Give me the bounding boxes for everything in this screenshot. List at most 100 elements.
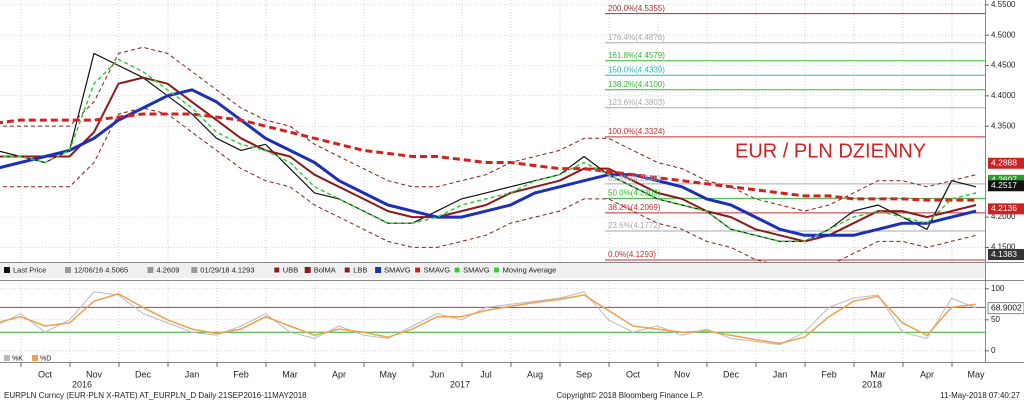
x-tick-label: May <box>379 369 397 379</box>
footer-left: EURPLN Curncy (EUR-PLN X-RATE) AT_EURPLN… <box>4 391 307 400</box>
fib-label: 123.6%(4.3803) <box>608 98 665 107</box>
legend-swatch <box>493 266 501 274</box>
x-tick-label: Dec <box>135 369 152 379</box>
legend-bar <box>0 263 985 278</box>
fib-label: 150.0%(4.4339) <box>608 65 665 74</box>
y-tick-label: 4.2000 <box>991 212 1016 221</box>
price-tag-label: 4.2517 <box>991 180 1017 190</box>
legend-label: 01/29/18 4.1293 <box>200 265 254 274</box>
legend-label: 4.2609 <box>157 265 180 274</box>
legend-swatch <box>4 355 10 361</box>
y-tick-label: 50 <box>991 315 1000 324</box>
year-label: 2018 <box>862 379 882 389</box>
x-tick-label: Mar <box>870 369 886 379</box>
legend-label: %K <box>12 355 23 362</box>
year-label: 2016 <box>72 379 92 389</box>
price-tag-label: 4.1383 <box>991 249 1017 259</box>
series-line <box>0 112 976 202</box>
fib-label: 23.6%(4.1772) <box>608 221 661 230</box>
oscillator-panel <box>0 282 985 362</box>
year-label: 2017 <box>450 379 470 389</box>
fib-label: 176.4%(4.4876) <box>608 33 665 42</box>
x-tick-label: Feb <box>233 369 249 379</box>
x-tick-label: May <box>967 369 985 379</box>
price-tag-label: 68.9002 <box>991 302 1022 312</box>
legend-swatch <box>273 266 281 274</box>
y-tick-label: 100 <box>991 284 1005 293</box>
y-tick-label: 4.4000 <box>991 91 1016 100</box>
fib-label: 161.8%(4.4579) <box>608 51 665 60</box>
fib-label: 61.8%(4.2548) <box>608 174 661 183</box>
price-tag-label: 4.2136 <box>991 203 1017 213</box>
x-tick-label: Dec <box>723 369 740 379</box>
series-line <box>0 88 977 237</box>
legend-label: 12/06/16 4.5065 <box>74 265 128 274</box>
y-tick-label: 4.5000 <box>991 30 1016 39</box>
legend-swatch <box>453 266 461 274</box>
price-tag <box>988 203 1024 215</box>
x-tick-label: Jul <box>480 369 492 379</box>
overlay: 4.5500 4.5000 4.4500 4.4000 4.3500 4.2000 4.15… <box>4 0 1024 389</box>
price-tag <box>987 302 1024 315</box>
fib-label: 50.0%(4.2309) <box>608 188 661 197</box>
legend-label: Last Price <box>13 265 46 274</box>
x-tick-label: Apr <box>920 369 934 379</box>
legend-swatch <box>32 355 38 361</box>
legend-label: Moving Average <box>503 265 557 274</box>
x-tick-label: Aug <box>527 369 543 379</box>
series-line <box>0 58 977 243</box>
series-line <box>0 293 977 345</box>
x-tick-label: Oct <box>38 369 53 379</box>
legend-swatch <box>65 267 71 273</box>
main-panel <box>0 0 985 262</box>
legend-swatch <box>191 267 198 273</box>
fib-label: 200.0%(4.5355) <box>608 4 665 13</box>
x-tick-label: Sep <box>576 369 592 379</box>
x-tick-label: Mar <box>282 369 298 379</box>
series-line <box>0 46 977 212</box>
chart-title: EUR / PLN DZIENNY <box>735 140 926 162</box>
legend-label: SMAVG <box>463 265 490 274</box>
series-line <box>0 76 977 243</box>
legend-label: SMAVG <box>384 265 411 274</box>
footer-right: 11-May-2018 07:40:27 <box>940 391 1020 400</box>
legend-label: LBB <box>353 265 367 274</box>
y-tick-label: 4.1500 <box>991 243 1016 252</box>
price-tag <box>988 249 1024 261</box>
y-tick-label: 4.4500 <box>991 61 1016 70</box>
legend-swatch <box>375 267 382 273</box>
fib-label: 0.0%(4.1293) <box>608 250 656 259</box>
x-tick-label: Jan <box>185 369 200 379</box>
y-tick-label: 4.5500 <box>991 0 1016 9</box>
legend-label: UBB <box>283 265 298 274</box>
x-tick-label: Feb <box>821 369 837 379</box>
y-tick-label: 0 <box>991 346 996 355</box>
price-tag-label: 4.2888 <box>991 158 1017 168</box>
legend-label: SMAVG <box>424 265 451 274</box>
legend-label: BolMA <box>314 265 336 274</box>
series-line <box>0 291 977 346</box>
x-tick-label: Nov <box>674 369 691 379</box>
fib-label: 100.0%(4.3324) <box>608 127 665 136</box>
price-tag-label: 4.2607 <box>991 175 1017 185</box>
fib-label: 138.2%(4.4100) <box>608 80 665 89</box>
fib-label: 38.2%(4.2069) <box>608 203 661 212</box>
legend-label: %D <box>40 355 51 362</box>
series-line <box>0 107 977 262</box>
x-tick-label: Nov <box>86 369 103 379</box>
legend-swatch <box>4 267 10 273</box>
legend-swatch <box>304 267 311 273</box>
y-tick-label: 4.3500 <box>991 121 1016 130</box>
series-line <box>0 52 977 242</box>
x-tick-label: Apr <box>332 369 346 379</box>
legend-swatch <box>147 267 154 273</box>
x-tick-label: Jun <box>430 369 445 379</box>
price-tag <box>988 180 1024 192</box>
legend-swatch <box>343 266 351 274</box>
footer-center: Copyright© 2018 Bloomberg Finance L.P. <box>556 391 703 400</box>
x-tick-label: Oct <box>626 369 641 379</box>
legend-swatch <box>414 266 422 274</box>
x-tick-label: Jan <box>773 369 788 379</box>
